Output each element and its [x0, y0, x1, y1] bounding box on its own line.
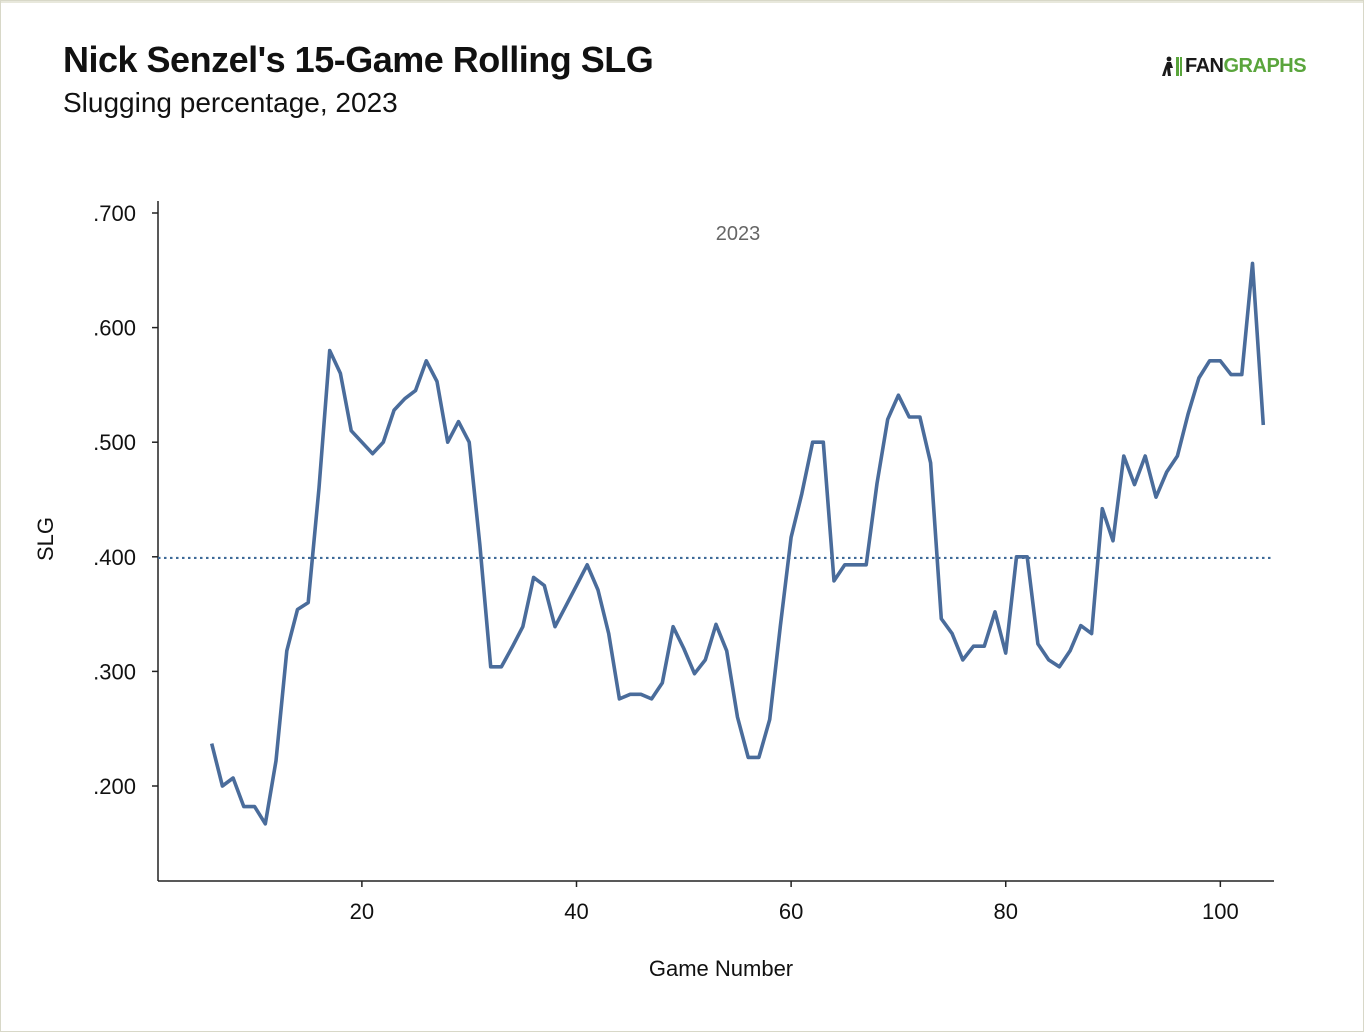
y-tick-label: .300: [93, 659, 136, 684]
chart-title: Nick Senzel's 15-Game Rolling SLG: [63, 39, 654, 80]
year-annotation: 2023: [716, 223, 761, 245]
x-tick-label: 40: [564, 899, 588, 924]
fangraphs-player-icon: [1162, 56, 1182, 76]
y-axis-label: SLG: [33, 517, 58, 561]
chart-subtitle: Slugging percentage, 2023: [63, 87, 398, 118]
y-tick-label: .600: [93, 316, 136, 341]
y-tick-label: .500: [93, 430, 136, 455]
chart-marks: [158, 261, 1274, 826]
series-line: [209, 261, 1266, 826]
x-tick-label: 20: [350, 899, 374, 924]
y-tick-label: .400: [93, 545, 136, 570]
x-tick-label: 60: [779, 899, 803, 924]
x-tick-label: 80: [993, 899, 1017, 924]
logo-text-fan: FAN: [1185, 54, 1224, 77]
y-tick-label: .200: [93, 774, 136, 799]
logo-text-graphs: GRAPHS: [1223, 54, 1307, 77]
axes: .200 .300 .400 .500 .600 .700 20 40 60 80 100 Game …: [33, 201, 1274, 981]
x-tick-label: 100: [1202, 899, 1239, 924]
top-border: [1, 1, 1363, 3]
x-axis-label: Game Number: [649, 956, 793, 981]
fangraphs-logo: FAN GRAPHS: [1161, 53, 1307, 79]
y-tick-label: .700: [93, 201, 136, 226]
